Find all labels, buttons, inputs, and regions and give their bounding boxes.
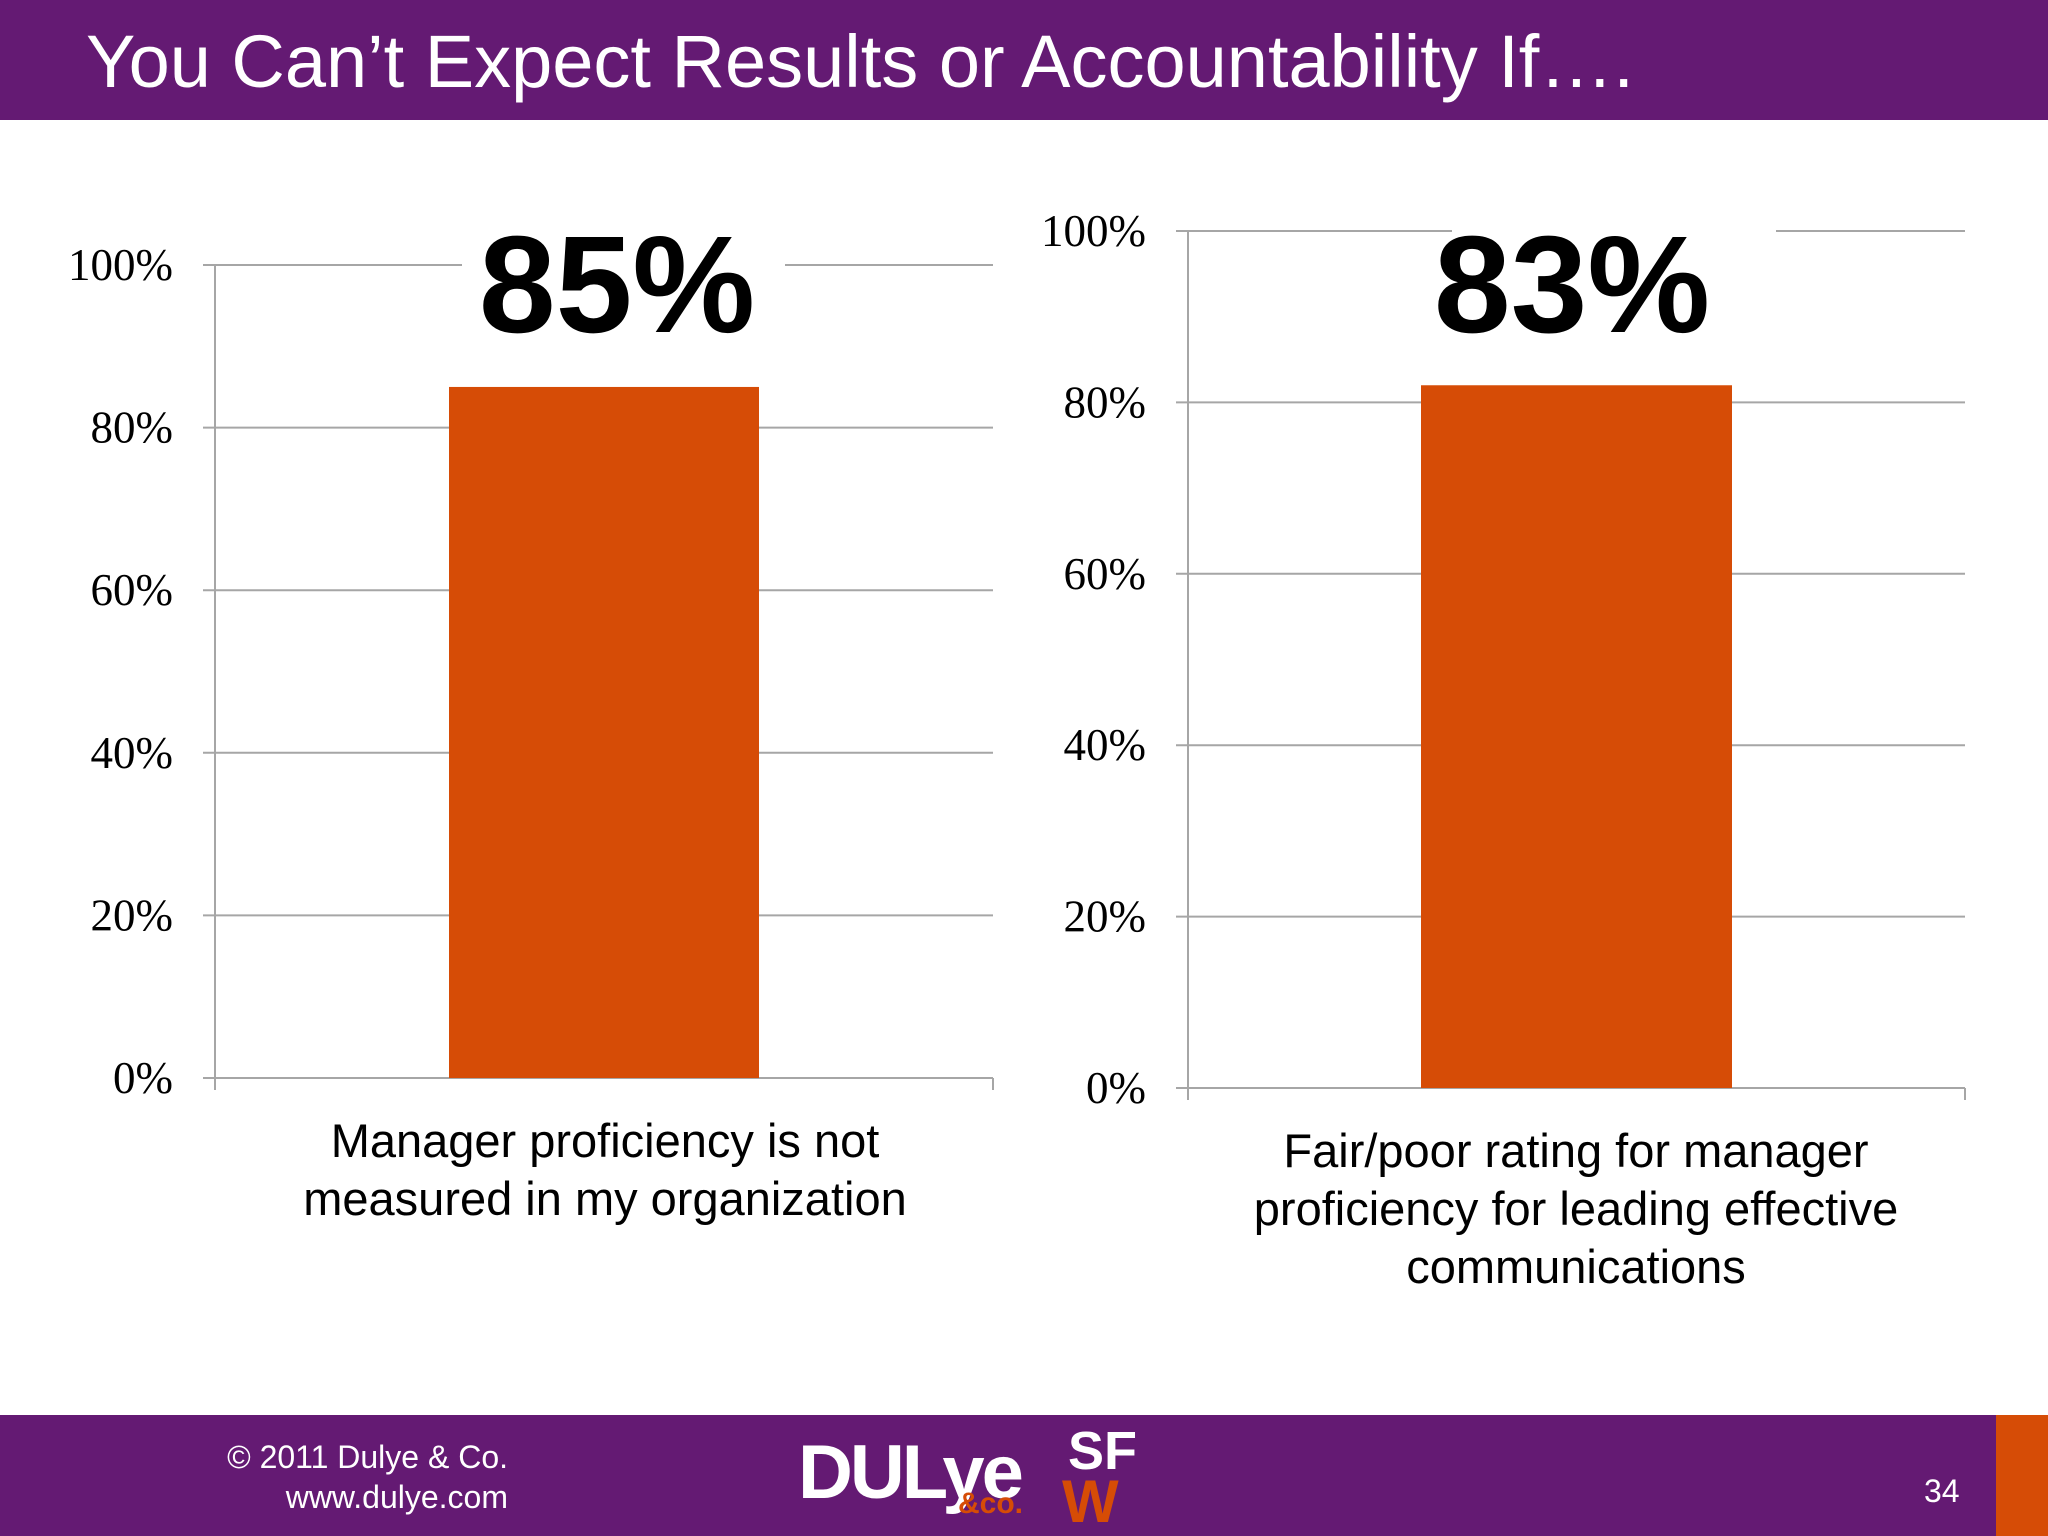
logo-sf: SF (1068, 1421, 1138, 1481)
bar-right (1421, 385, 1732, 1088)
title-bar: You Can’t Expect Results or Accountabili… (0, 0, 2048, 120)
y-tick-label-left: 40% (91, 728, 174, 778)
logo-w: W (1062, 1468, 1119, 1535)
footer-bar: © 2011 Dulye & Co. www.dulye.com DULye &… (0, 1415, 2048, 1536)
logo-co: &co. (958, 1487, 1024, 1520)
y-tick-label-left: 60% (91, 565, 174, 615)
y-tick-label-left: 100% (68, 240, 173, 290)
slide-title: You Can’t Expect Results or Accountabili… (86, 20, 1634, 103)
bar-charts: 0% 20% 40% 60% 80% 100% 85% 0% 20% 40% 60% 80% 100% 8… (68, 206, 1966, 1113)
y-tick-label-left: 20% (91, 890, 174, 940)
category-label-right: Fair/poor rating for manager proficiency… (1253, 1124, 1899, 1293)
footer-copyright: © 2011 Dulye & Co. www.dulye.com (210, 1437, 508, 1517)
category-label-left: Manager proficiency is not measured in m… (303, 1114, 907, 1225)
y-tick-label-right: 60% (1064, 549, 1147, 599)
y-tick-label-right: 0% (1086, 1063, 1146, 1113)
logo-dulye: DULye (798, 1430, 1024, 1515)
footer-accent (1996, 1415, 2048, 1536)
bar-left (449, 386, 759, 1078)
value-label-right: 83% (1434, 208, 1710, 362)
y-tick-label-right: 80% (1064, 377, 1147, 427)
y-tick-label-right: 40% (1064, 720, 1147, 770)
value-label-left: 85% (479, 208, 755, 362)
y-tick-label-right: 100% (1041, 206, 1146, 256)
y-tick-label-right: 20% (1064, 892, 1147, 942)
page-number: 34 (1924, 1473, 1960, 1509)
website-link[interactable]: www.dulye.com (285, 1479, 508, 1515)
copyright-text: © 2011 Dulye & Co. (227, 1439, 508, 1475)
y-tick-label-left: 0% (113, 1053, 173, 1103)
y-tick-label-left: 80% (91, 403, 174, 453)
